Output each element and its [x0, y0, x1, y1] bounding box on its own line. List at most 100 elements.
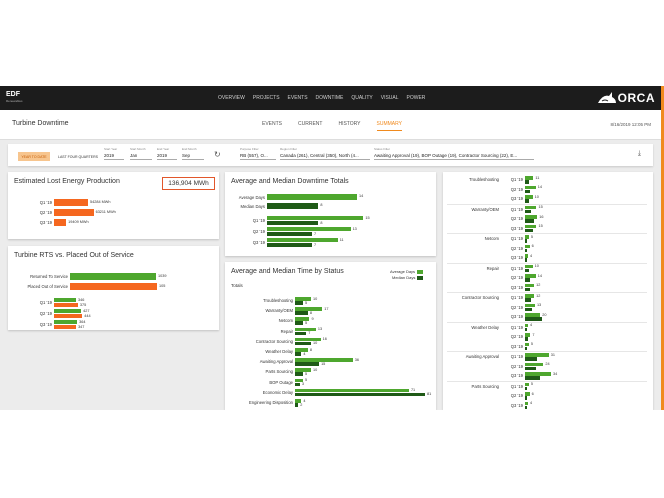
status-bar	[295, 388, 409, 393]
data-label: 16	[322, 337, 327, 342]
data-label: 4	[303, 398, 306, 403]
avg-bar	[525, 283, 535, 287]
data-label: 31	[550, 352, 555, 357]
tab-summary[interactable]: SUMMARY	[376, 121, 402, 131]
status-bar	[295, 327, 316, 332]
avg-bar	[525, 353, 549, 357]
tick-label: Engineering Disposition	[249, 400, 293, 405]
energy-bar	[54, 219, 67, 226]
med-bar	[525, 239, 528, 243]
tick-label: Q3 '19	[510, 402, 523, 408]
card-title: Estimated Lost Energy Production	[14, 178, 120, 185]
status-bar	[295, 372, 304, 376]
status-bar	[295, 317, 310, 321]
start-month-select[interactable]: Start Month Jan	[130, 147, 152, 160]
nav-power[interactable]: POWER	[406, 95, 426, 101]
tick-label: Q2 '19	[510, 393, 523, 398]
tick-label: Q1 '19	[39, 200, 52, 205]
avg-bar	[525, 392, 530, 396]
data-label: 4	[303, 351, 306, 356]
tick-label: Awaiting Approval	[259, 359, 293, 365]
quarter-bar	[54, 303, 78, 307]
status-bar	[295, 378, 304, 383]
data-label: 12	[536, 283, 541, 287]
tick-label: Q3 '19	[39, 322, 52, 327]
data-label: 444	[84, 314, 91, 318]
card-title: Turbine RTS vs. Placed Out of Service	[14, 252, 134, 259]
end-month-select[interactable]: End Month Sep	[182, 147, 204, 160]
nav-downtime[interactable]: DOWNTIME	[315, 95, 344, 101]
data-label: 9	[311, 316, 314, 321]
data-label: 3	[301, 382, 304, 387]
data-label: 10	[313, 296, 318, 301]
tab-events[interactable]: EVENTS	[262, 121, 283, 127]
download-icon[interactable]: ⤓	[637, 150, 641, 157]
nav-overview[interactable]: OVERVIEW	[218, 95, 245, 101]
status-bar	[295, 403, 299, 407]
avg-bar	[525, 401, 529, 405]
data-label: 4	[530, 401, 533, 405]
legend-median: Median Days	[392, 275, 424, 280]
tick-label: Q2 '19	[510, 334, 523, 339]
tick-label: Netcom	[278, 318, 293, 324]
start-year-select[interactable]: Start Year 2019	[104, 147, 124, 160]
med-bar	[525, 287, 530, 291]
tick-label: Q1 '19	[252, 218, 265, 223]
status-bar	[295, 341, 312, 346]
med-bar	[525, 268, 529, 272]
avg-bar	[525, 244, 530, 248]
separator	[447, 233, 647, 234]
data-label: 5	[305, 300, 308, 305]
purpose-filter[interactable]: Purpose Filter RB (557), O...	[240, 147, 276, 160]
status-bar	[295, 301, 304, 305]
status-filter[interactable]: Status Filter Awaiting Approval (19), BOP…	[374, 147, 534, 160]
tick-label: Weather Delay	[265, 349, 293, 354]
med-bar	[525, 386, 528, 390]
data-label: 14	[537, 273, 542, 278]
data-label: 7	[308, 331, 311, 336]
nav-projects[interactable]: PROJECTS	[252, 95, 280, 101]
tick-label: Q3 '19	[510, 225, 523, 231]
quarter-bar	[54, 298, 76, 302]
avg-bar	[525, 215, 538, 219]
data-label: 10	[534, 264, 539, 268]
data-label: 6	[531, 391, 534, 396]
status-bar	[295, 358, 353, 362]
data-label: 14	[359, 194, 364, 198]
data-label: 5	[530, 382, 533, 386]
status-time-card: Average and Median Time by Status Averag…	[225, 262, 436, 410]
year-to-date-button[interactable]: YEAR TO DATE	[18, 152, 50, 161]
med-bar	[525, 405, 527, 409]
downtime-bar	[267, 216, 364, 220]
avg-bar	[525, 254, 529, 258]
nav-visual[interactable]: VISUAL	[380, 95, 399, 101]
group-label: Troubleshooting	[469, 177, 499, 182]
tick-label: Q1 '19	[510, 383, 523, 389]
tick-label: Q2 '19	[510, 216, 523, 221]
group-label: Awaiting Approval	[465, 354, 499, 359]
quarter-bar	[54, 320, 78, 324]
downtime-bar	[267, 194, 357, 200]
avg-bar	[525, 224, 537, 228]
data-label: 15	[365, 216, 370, 220]
tick-label: Q1 '19	[510, 324, 523, 330]
region-filter[interactable]: Region Filter Canada (261), Central (350)…	[280, 147, 370, 160]
last-four-quarters-button[interactable]: LAST FOUR QUARTERS	[58, 155, 98, 159]
nav-quality[interactable]: QUALITY	[351, 95, 373, 101]
data-label: 13	[536, 303, 542, 307]
energy-bar	[54, 199, 88, 206]
end-year-select[interactable]: End Year 2019	[157, 147, 177, 160]
status-bar	[295, 337, 321, 342]
med-bar	[525, 357, 538, 361]
status-bar	[295, 368, 312, 372]
med-bar	[525, 248, 528, 252]
downtime-bar	[267, 203, 319, 209]
refresh-icon[interactable]: ↻	[214, 150, 221, 159]
separator	[447, 262, 647, 264]
nav-events[interactable]: EVENTS	[287, 95, 308, 101]
avg-bar	[525, 382, 529, 386]
tab-current[interactable]: CURRENT	[298, 121, 323, 127]
tab-history[interactable]: HISTORY	[338, 121, 361, 127]
group-label: Repair	[486, 265, 499, 271]
data-label: 11	[535, 175, 540, 180]
